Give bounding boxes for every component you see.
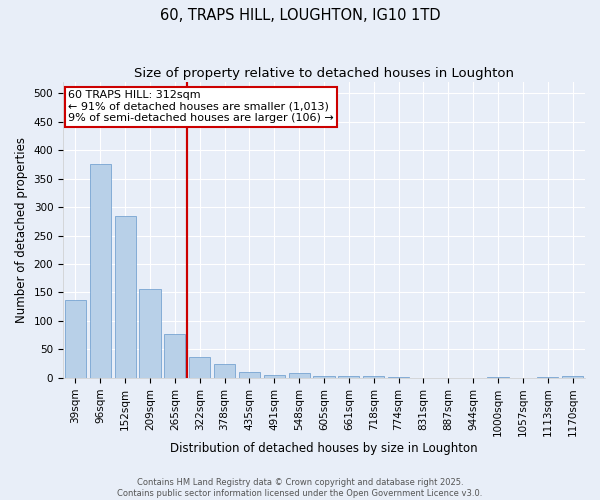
Bar	[363, 376, 384, 378]
Bar	[338, 376, 359, 378]
Bar	[487, 377, 509, 378]
Bar	[264, 375, 285, 378]
Bar	[90, 164, 111, 378]
Bar	[139, 288, 161, 378]
Bar	[289, 374, 310, 378]
Title: Size of property relative to detached houses in Loughton: Size of property relative to detached ho…	[134, 68, 514, 80]
Bar	[164, 334, 185, 378]
Text: 60, TRAPS HILL, LOUGHTON, IG10 1TD: 60, TRAPS HILL, LOUGHTON, IG10 1TD	[160, 8, 440, 22]
Bar	[189, 357, 210, 378]
Bar	[115, 216, 136, 378]
Bar	[562, 376, 583, 378]
Y-axis label: Number of detached properties: Number of detached properties	[15, 137, 28, 323]
Bar	[214, 364, 235, 378]
X-axis label: Distribution of detached houses by size in Loughton: Distribution of detached houses by size …	[170, 442, 478, 455]
Bar	[65, 300, 86, 378]
Text: Contains HM Land Registry data © Crown copyright and database right 2025.
Contai: Contains HM Land Registry data © Crown c…	[118, 478, 482, 498]
Text: 60 TRAPS HILL: 312sqm
← 91% of detached houses are smaller (1,013)
9% of semi-de: 60 TRAPS HILL: 312sqm ← 91% of detached …	[68, 90, 334, 124]
Bar	[313, 376, 335, 378]
Bar	[239, 372, 260, 378]
